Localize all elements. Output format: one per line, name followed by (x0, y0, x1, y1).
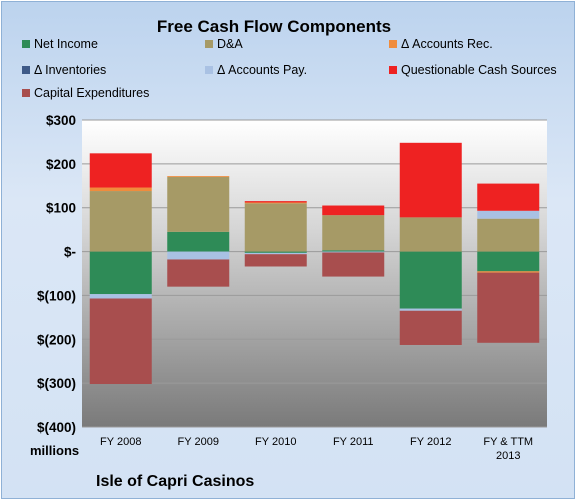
bar-segment (244, 203, 307, 252)
bar-segment (167, 231, 230, 252)
company-name: Isle of Capri Casinos (96, 473, 254, 490)
bar-segment (477, 272, 540, 343)
bar-segment (89, 294, 152, 299)
legend-label: D&A (217, 37, 243, 51)
y-tick-label: $100 (46, 201, 76, 216)
x-tick-label: FY 2010 (255, 436, 296, 448)
legend-swatch (389, 66, 397, 74)
bar-segment (167, 259, 230, 287)
legend-label: Net Income (34, 37, 98, 51)
bar-segment (399, 142, 462, 218)
x-tick-label: FY 2008 (100, 436, 141, 448)
legend-label: Δ Accounts Rec. (401, 37, 493, 51)
chart-title: Free Cash Flow Components (157, 17, 391, 36)
y-tick-label: $(400) (37, 420, 76, 435)
x-tick-label: 2013 (496, 450, 520, 462)
bar-segment (89, 187, 152, 192)
legend-swatch (22, 66, 30, 74)
bar-segment (477, 183, 540, 211)
bar-segment (399, 251, 462, 309)
bar-segment (399, 217, 462, 252)
bar-segment (89, 251, 152, 295)
bar-segment (477, 218, 540, 252)
bar-segment (399, 310, 462, 345)
legend-swatch (22, 40, 30, 48)
bar-segment (244, 254, 307, 267)
bar-segment (244, 201, 307, 203)
bar-segment (167, 176, 230, 178)
bar-segment (244, 202, 307, 204)
bar-segment (167, 177, 230, 232)
legend-label: Capital Expenditures (34, 86, 149, 100)
bar-segment (322, 251, 385, 253)
legend-label: Δ Accounts Pay. (217, 63, 307, 77)
bar-segment (244, 252, 307, 255)
bar-segment (322, 252, 385, 277)
y-tick-label: $(300) (37, 376, 76, 391)
legend-swatch (389, 40, 397, 48)
x-tick-label: FY 2011 (333, 436, 374, 448)
bar-segment (322, 215, 385, 251)
x-tick-label: FY 2009 (178, 436, 219, 448)
bar-segment (477, 271, 540, 273)
y-tick-label: $200 (46, 157, 76, 172)
bar-segment (89, 298, 152, 385)
plot-area (82, 120, 547, 427)
bar-segment (167, 251, 230, 260)
legend-label: Δ Inventories (34, 63, 106, 77)
legend-label: Questionable Cash Sources (401, 63, 557, 77)
bar-segment (477, 210, 540, 219)
bar-segment (244, 251, 307, 253)
bar-segment (399, 308, 462, 311)
y-tick-label: $(200) (37, 332, 76, 347)
y-tick-label: $(100) (37, 288, 76, 303)
y-tick-label: $- (64, 245, 76, 260)
bar-segment (477, 251, 540, 272)
bar-segment (322, 250, 385, 252)
legend-swatch (205, 40, 213, 48)
bar-segment (89, 153, 152, 188)
x-tick-label: FY & TTM (483, 436, 533, 448)
x-tick-label: FY 2012 (410, 436, 451, 448)
y-tick-label: $300 (46, 113, 76, 128)
legend-swatch (22, 89, 30, 97)
legend-swatch (205, 66, 213, 74)
bar-segment (89, 191, 152, 252)
bar-segment (322, 205, 385, 216)
units-label: millions (30, 443, 79, 458)
